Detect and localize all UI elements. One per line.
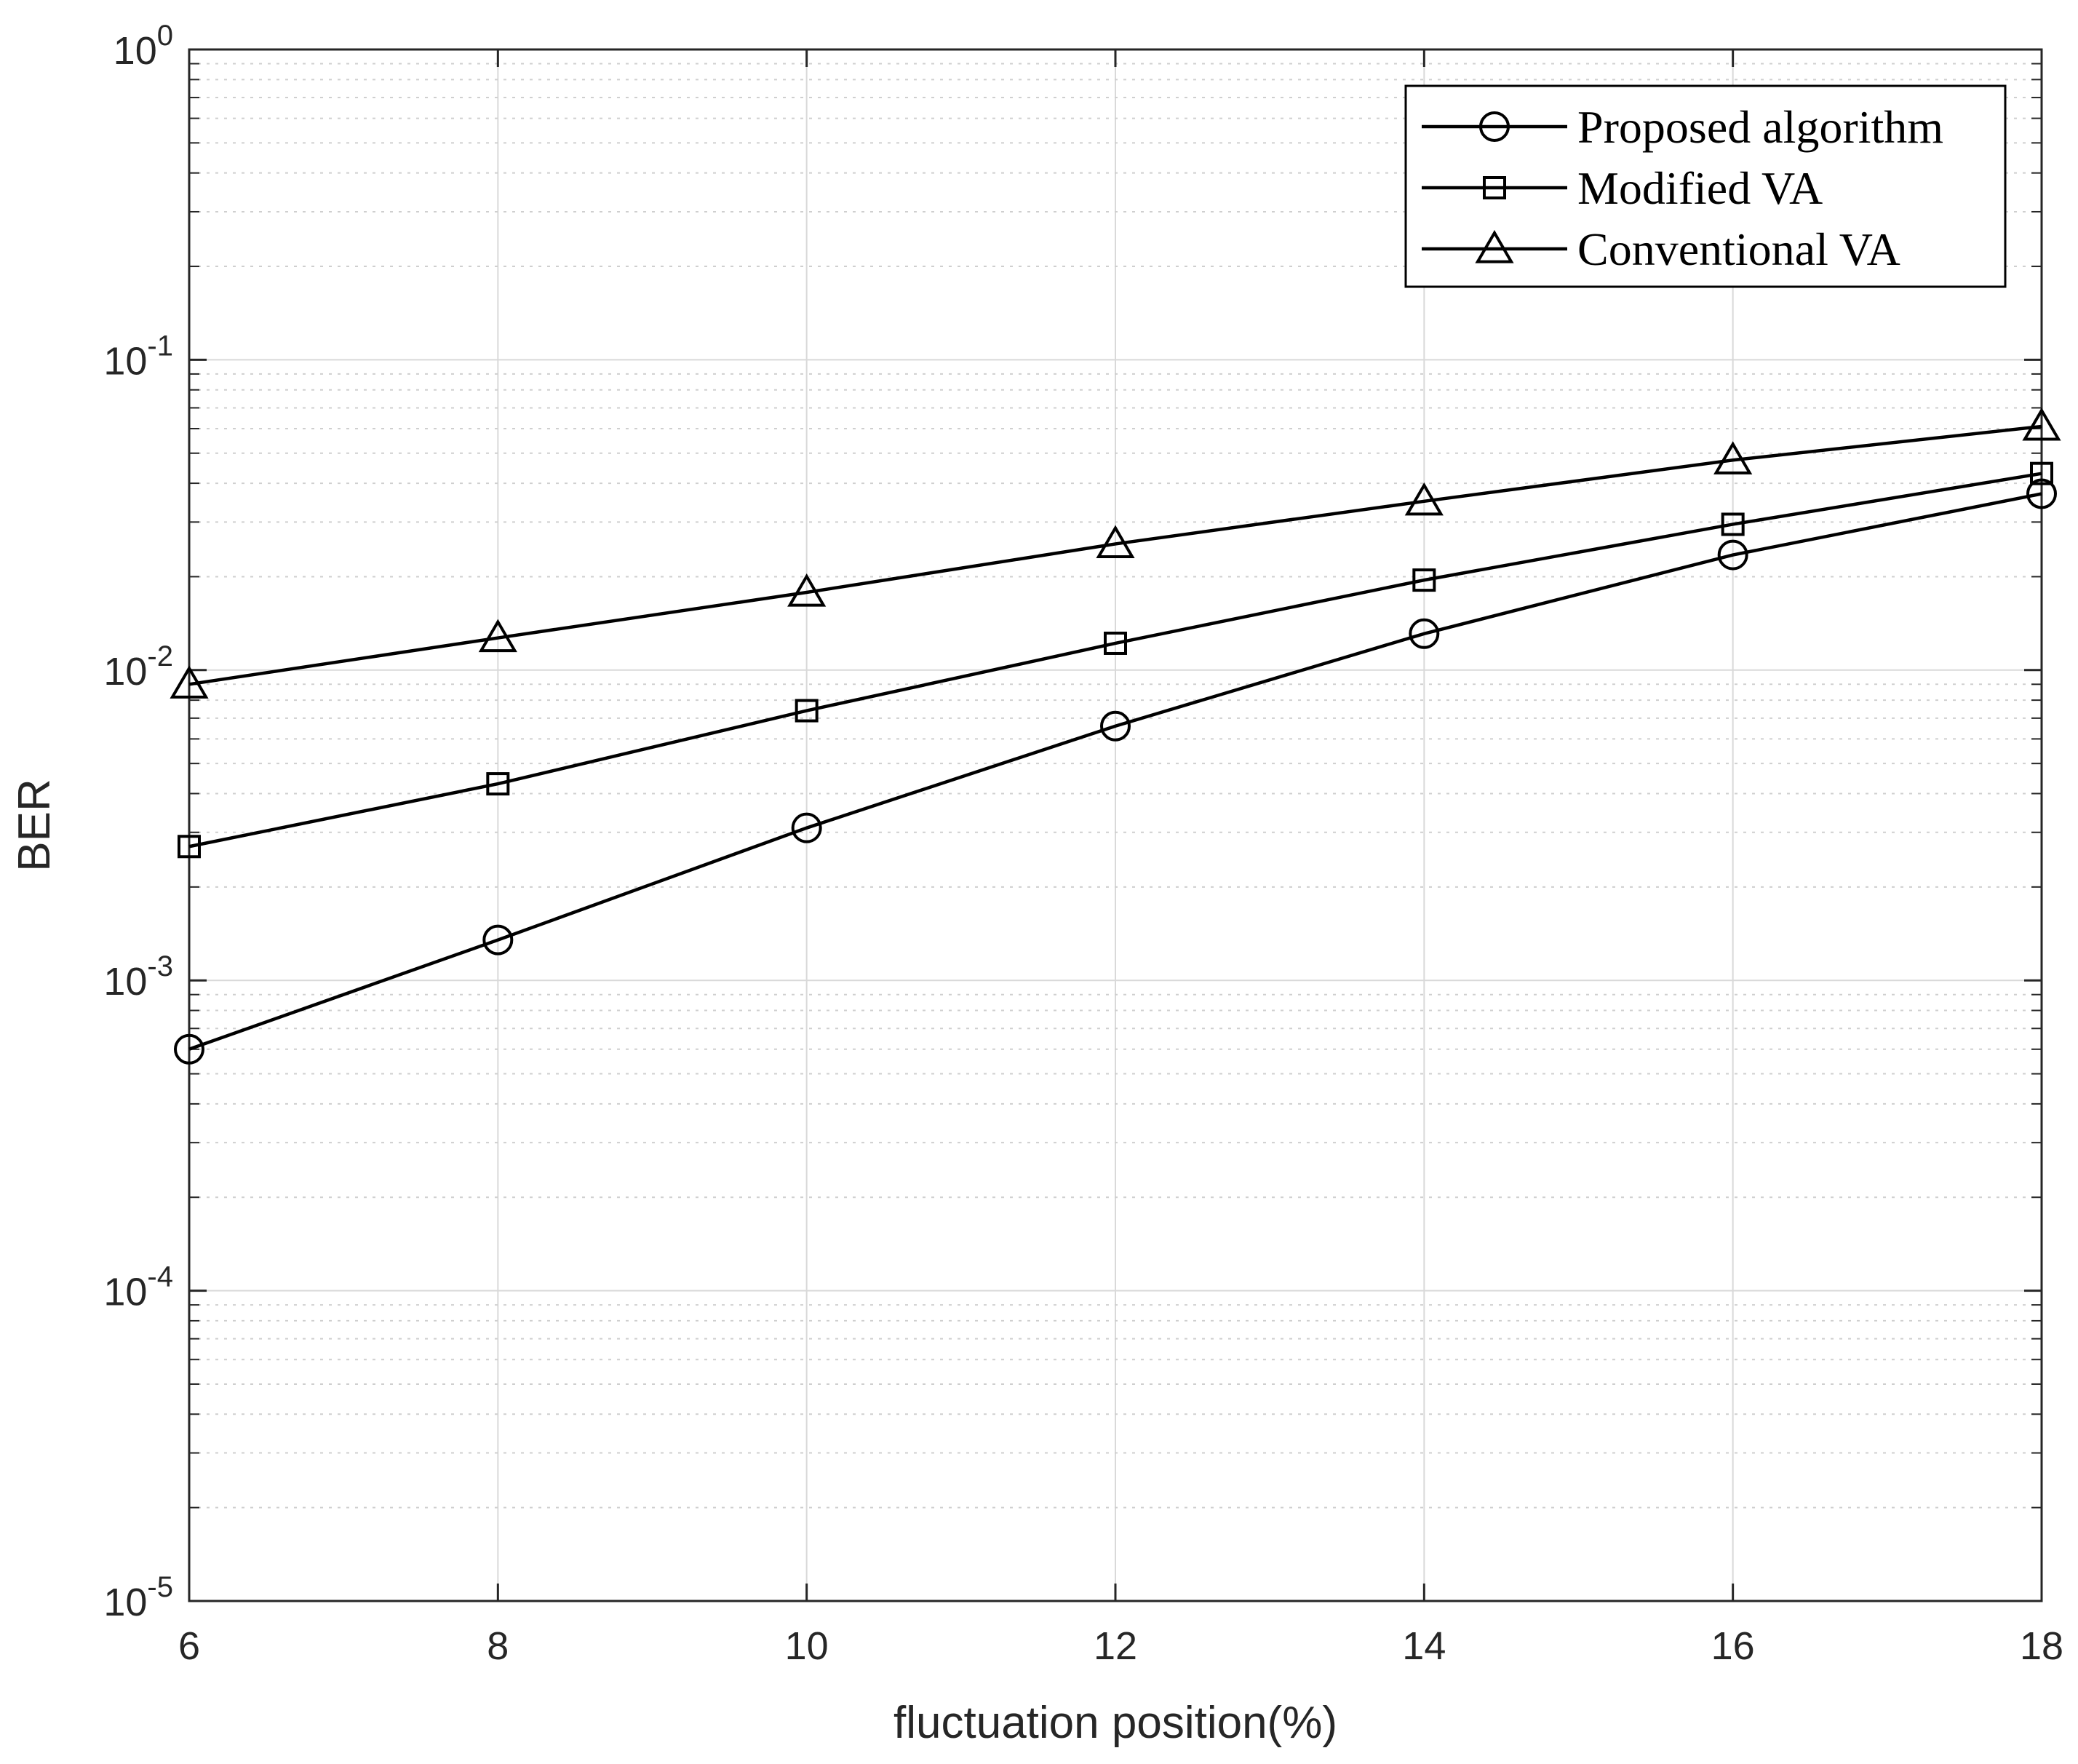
legend-label: Conventional VA <box>1577 223 1900 275</box>
data-point-square <box>486 772 510 796</box>
data-point-circle <box>1100 710 1131 742</box>
data-point-circle <box>2026 478 2057 509</box>
y-tick-label: 10-2 <box>103 640 173 694</box>
data-point-triangle <box>2022 407 2061 441</box>
data-point-triangle <box>1713 441 1753 474</box>
tick-layer: 6 8 10 12 14 16 18 10-5 10-4 10-3 10-2 10-1 100 <box>103 20 2063 1668</box>
data-point-square <box>2030 461 2053 485</box>
data-point-triangle <box>170 665 209 699</box>
y-axis-label: BER <box>9 779 60 871</box>
x-axis-label: fluctuation position(%) <box>893 1698 1337 1748</box>
data-point-square <box>1104 631 1127 655</box>
grid-layer <box>188 49 2042 1601</box>
data-point-circle <box>791 812 822 843</box>
series-triangle <box>170 407 2061 699</box>
series-line <box>188 472 2042 849</box>
y-tick-label: 10-4 <box>103 1261 173 1314</box>
legend-item: Conventional VA <box>1422 223 1900 275</box>
data-point-circle <box>1409 618 1440 649</box>
series-line <box>188 492 2042 1051</box>
legend-label: Modified VA <box>1577 162 1823 214</box>
y-tick-label: 10-3 <box>103 950 173 1004</box>
x-tick-label: 14 <box>1402 1624 1446 1668</box>
x-tick-label: 12 <box>1094 1624 1137 1668</box>
x-tick-label: 16 <box>1711 1624 1755 1668</box>
data-point-triangle <box>1404 482 1444 516</box>
x-tick-label: 10 <box>785 1624 829 1668</box>
legend: Proposed algorithm Modified VA Conventiona… <box>1404 84 2007 288</box>
data-point-square <box>178 835 201 859</box>
series-circle <box>174 478 2057 1065</box>
data-point-square <box>1721 512 1745 536</box>
legend-item: Proposed algorithm <box>1422 101 1943 153</box>
series-square <box>178 461 2053 859</box>
data-point-square <box>795 699 819 723</box>
y-tick-label: 100 <box>114 20 173 73</box>
x-tick-label: 6 <box>178 1624 200 1668</box>
series-line <box>188 424 2042 686</box>
x-tick-label: 18 <box>2020 1624 2063 1668</box>
y-tick-label: 10-1 <box>103 330 173 383</box>
legend-item: Modified VA <box>1422 162 1823 214</box>
legend-marker-square <box>1483 176 1506 199</box>
legend-marker-circle <box>1479 111 1510 142</box>
legend-label: Proposed algorithm <box>1577 101 1943 153</box>
data-point-square <box>1412 568 1436 592</box>
data-point-triangle <box>478 619 517 653</box>
series-layer <box>170 407 2061 1065</box>
data-point-triangle <box>1096 525 1135 559</box>
data-point-circle <box>1717 539 1748 571</box>
data-point-circle <box>482 924 514 956</box>
legend-marker-triangle <box>1475 230 1514 263</box>
x-tick-label: 8 <box>487 1624 509 1668</box>
y-tick-label: 10-5 <box>103 1571 173 1624</box>
data-point-triangle <box>787 573 827 607</box>
data-point-circle <box>174 1033 204 1065</box>
